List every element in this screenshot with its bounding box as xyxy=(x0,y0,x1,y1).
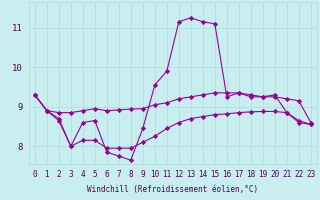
X-axis label: Windchill (Refroidissement éolien,°C): Windchill (Refroidissement éolien,°C) xyxy=(87,185,258,194)
